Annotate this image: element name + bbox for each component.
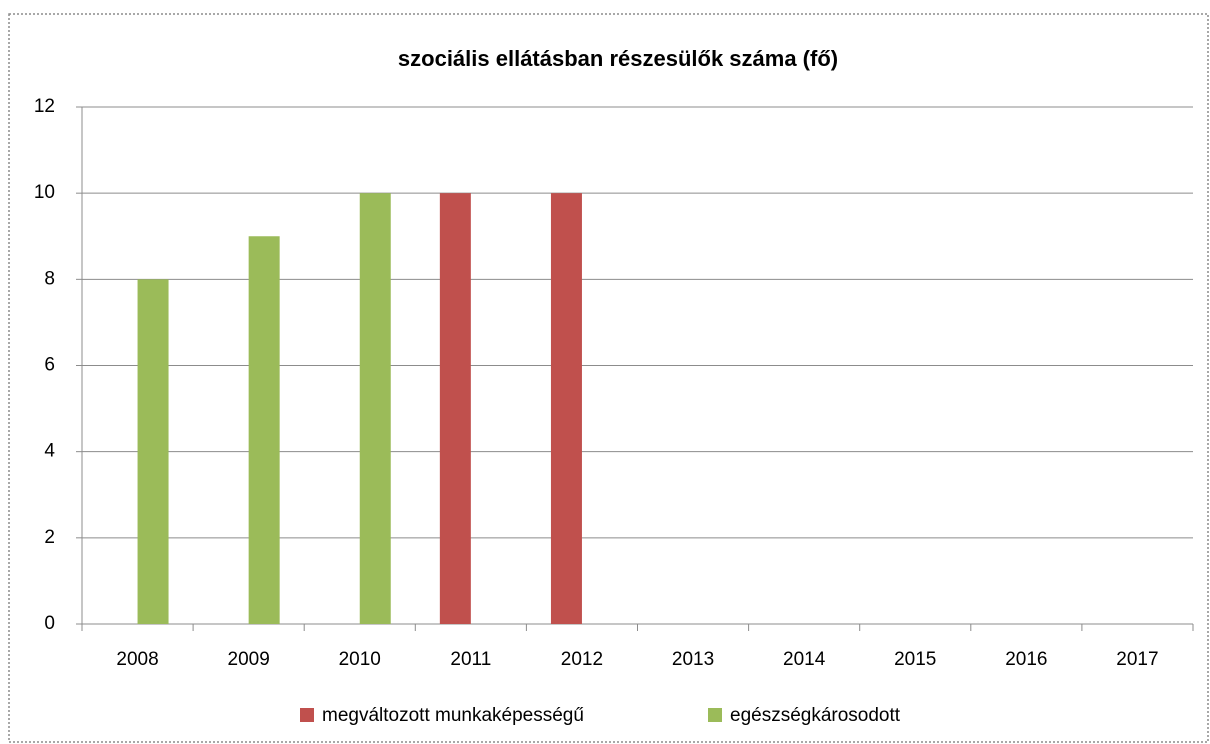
y-tick-label: 6 [44, 355, 55, 376]
y-tick-label: 10 [34, 182, 55, 203]
chart-border [8, 13, 1209, 743]
y-tick-label: 12 [34, 96, 55, 117]
bar [248, 236, 280, 624]
x-tick-label: 2010 [339, 649, 381, 670]
x-tick-label: 2013 [672, 649, 714, 670]
bar [550, 193, 582, 624]
x-tick-label: 2015 [894, 649, 936, 670]
x-tick-label: 2008 [116, 649, 158, 670]
legend-swatch [708, 708, 722, 722]
bar [137, 279, 169, 624]
bar [439, 193, 471, 624]
legend-label: egészségkárosodott [730, 705, 901, 726]
bar [359, 193, 391, 624]
x-tick-label: 2009 [228, 649, 270, 670]
legend-swatch [300, 708, 314, 722]
x-tick-label: 2011 [450, 649, 491, 670]
x-tick-label: 2016 [1005, 649, 1047, 670]
x-tick-label: 2014 [783, 649, 826, 670]
x-tick-label: 2017 [1116, 649, 1158, 670]
y-tick-label: 0 [44, 613, 55, 634]
x-tick-label: 2012 [561, 649, 603, 670]
legend-label: megváltozott munkaképességű [322, 705, 584, 726]
chart-title: szociális ellátásban részesülők száma (f… [398, 46, 838, 71]
y-tick-label: 8 [44, 268, 55, 289]
y-tick-label: 2 [44, 527, 55, 548]
y-tick-label: 4 [44, 441, 55, 462]
